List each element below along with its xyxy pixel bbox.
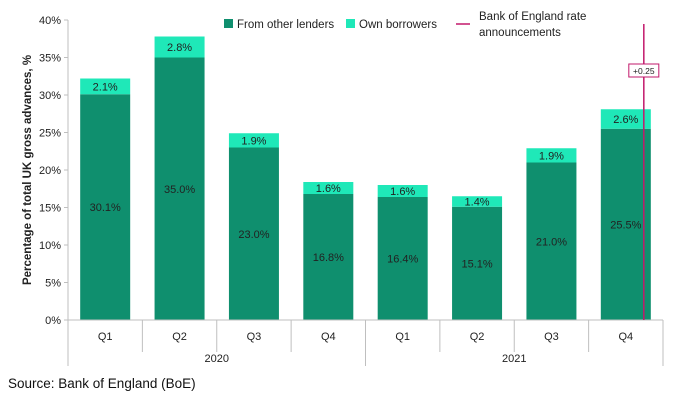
x-tick-label: Q4 — [618, 331, 633, 343]
legend: From other lenders Own borrowers Bank of… — [224, 11, 586, 39]
y-tick-label: 40% — [39, 15, 61, 27]
y-tick-label: 20% — [39, 165, 61, 177]
data-label-own-borrowers: 1.9% — [241, 135, 266, 147]
bar-from-other-lenders — [228, 147, 279, 320]
rate-annotation-box — [628, 63, 660, 78]
source-note: Source: Bank of England (BoE) — [8, 376, 196, 391]
y-tick-label: 25% — [39, 128, 61, 140]
x-tick-label: Q1 — [395, 331, 410, 343]
data-label-from-other-lenders: 15.1% — [461, 258, 492, 270]
bar-own-borrowers — [154, 36, 205, 58]
y-tick-label: 15% — [39, 203, 61, 215]
legend-label-from-other-lenders: From other lenders — [237, 19, 334, 31]
legend-label-own-borrowers: Own borrowers — [359, 19, 437, 31]
x-tick-label: Q1 — [98, 331, 113, 343]
data-label-own-borrowers: 1.6% — [390, 186, 415, 198]
data-label-own-borrowers: 1.6% — [316, 183, 341, 195]
y-axis-label: Percentage of total UK gross advances, % — [22, 55, 34, 285]
x-tick-label: Q3 — [247, 331, 262, 343]
bar-from-other-lenders — [154, 57, 205, 320]
data-label-own-borrowers: 2.1% — [93, 81, 118, 93]
bar-from-other-lenders — [377, 197, 428, 320]
y-tick-label: 5% — [45, 278, 61, 290]
data-label-own-borrowers: 2.8% — [167, 42, 192, 54]
x-tick-label: Q2 — [172, 331, 187, 343]
data-label-own-borrowers: 2.6% — [613, 114, 638, 126]
legend-label-rate-line2: announcements — [479, 27, 561, 39]
legend-swatch-own-borrowers — [346, 19, 355, 28]
rate-annotation-label: +0.25 — [633, 66, 655, 76]
bars: 30.1% 2.1% 35.0% 2.8% 23.0% 1.9% 16.8% 1.6% 16.4… — [80, 36, 651, 320]
bar-own-borrowers — [303, 182, 354, 194]
legend-label-rate-line1: Bank of England rate — [479, 11, 586, 23]
x-tick-label: Q4 — [321, 331, 336, 343]
bar-own-borrowers — [228, 133, 279, 148]
y-tick-label: 30% — [39, 90, 61, 102]
y-tick-label: 0% — [45, 315, 61, 327]
x-axis: Q1 Q2 Q3 Q4 Q1 Q2 Q3 Q4 2020 2021 — [67, 319, 664, 366]
bar-from-other-lenders — [452, 206, 503, 320]
x-tick-label: Q2 — [470, 331, 485, 343]
y-tick-label: 35% — [39, 53, 61, 65]
legend-swatch-from-other-lenders — [224, 19, 233, 28]
bar-own-borrowers — [526, 148, 577, 163]
bar-own-borrowers — [600, 109, 651, 129]
data-label-from-other-lenders: 35.0% — [164, 184, 195, 196]
data-label-own-borrowers: 1.9% — [539, 150, 564, 162]
bar-from-other-lenders — [303, 194, 354, 320]
data-label-from-other-lenders: 30.1% — [90, 202, 121, 214]
bar-own-borrowers — [377, 185, 428, 197]
chart: Percentage of total UK gross advances, %… — [22, 11, 664, 366]
bar-own-borrowers — [452, 196, 503, 207]
bar-from-other-lenders — [80, 94, 131, 320]
bar-from-other-lenders — [600, 128, 651, 320]
y-tick-label: 10% — [39, 240, 61, 252]
y-axis: 0% 5% 10% 15% 20% 25% 30% 35% 40% — [39, 15, 69, 327]
x-group-label: 2021 — [502, 353, 526, 365]
bar-own-borrowers — [80, 78, 131, 95]
rate-marker: +0.25 — [628, 24, 660, 320]
x-group-label: 2020 — [205, 353, 229, 365]
data-label-from-other-lenders: 16.4% — [387, 254, 418, 266]
data-label-from-other-lenders: 23.0% — [238, 229, 269, 241]
data-label-from-other-lenders: 21.0% — [536, 236, 567, 248]
data-label-from-other-lenders: 16.8% — [313, 252, 344, 264]
bar-from-other-lenders — [526, 162, 577, 320]
data-label-own-borrowers: 1.4% — [465, 197, 490, 209]
data-label-from-other-lenders: 25.5% — [610, 219, 641, 231]
x-tick-label: Q3 — [544, 331, 559, 343]
